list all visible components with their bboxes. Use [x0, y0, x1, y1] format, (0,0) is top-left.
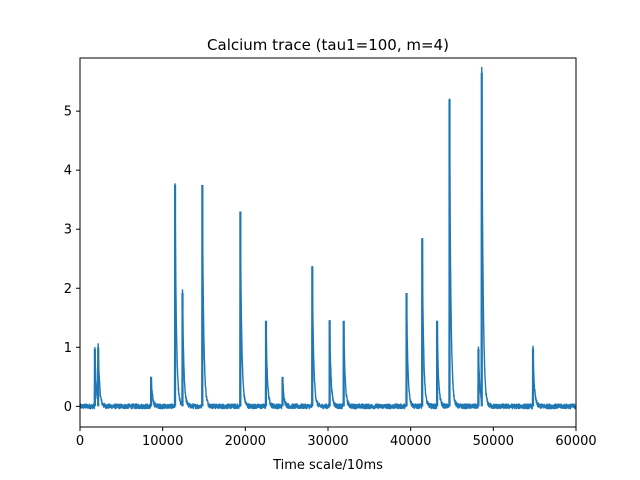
chart-title: Calcium trace (tau1=100, m=4): [207, 36, 449, 54]
x-axis: 0 10000 20000 30000 40000 50000 60000: [76, 427, 597, 449]
x-tick-label: 0: [76, 434, 84, 449]
y-tick-label: 2: [64, 282, 72, 297]
y-tick-label: 3: [64, 223, 72, 238]
trace-layer: [79, 66, 577, 410]
x-tick-label: 60000: [555, 434, 596, 449]
calcium-trace-line: [79, 66, 577, 410]
y-axis: 0 1 2 3 4 5: [64, 105, 80, 415]
x-tick-label: 20000: [225, 434, 266, 449]
y-tick-label: 1: [64, 341, 72, 356]
x-tick-label: 40000: [390, 434, 431, 449]
y-tick-label: 4: [64, 164, 72, 179]
x-tick-label: 30000: [307, 434, 348, 449]
x-tick-label: 10000: [142, 434, 183, 449]
x-axis-label: Time scale/10ms: [272, 458, 383, 473]
x-tick-label: 50000: [473, 434, 514, 449]
y-tick-label: 0: [64, 400, 72, 415]
y-tick-label: 5: [64, 105, 72, 120]
